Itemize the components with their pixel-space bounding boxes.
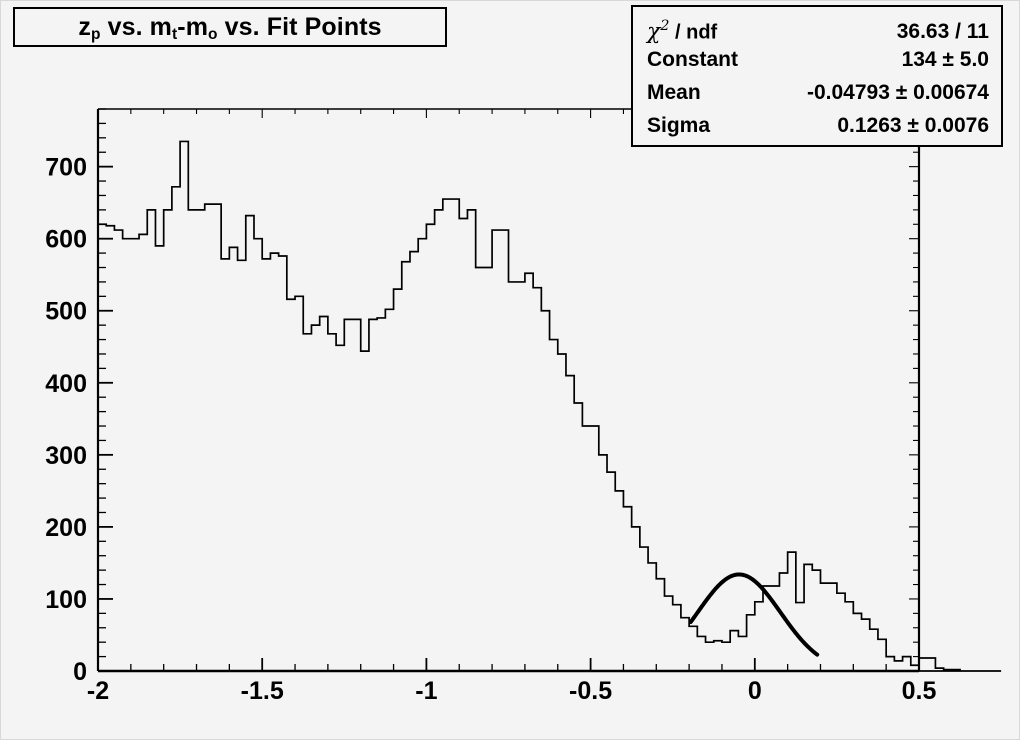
x-tick-label: -1.5: [241, 677, 284, 705]
title-sub-3: o: [208, 26, 218, 44]
y-axis-ticks: [98, 108, 919, 672]
y-tick-label: 500: [45, 298, 87, 326]
y-tick-label: 300: [45, 442, 87, 470]
y-tick-label: 200: [45, 514, 87, 542]
title-part-1: z: [78, 12, 91, 41]
y-tick-label: 0: [73, 658, 87, 686]
chi-exponent: 2: [660, 18, 670, 34]
fit-stats-box: χ2 / ndf 36.63 / 11 Constant 134 ± 5.0 M…: [631, 5, 1003, 147]
stat-label-chi2: χ2 / ndf: [647, 10, 717, 49]
y-tick-label: 400: [45, 370, 87, 398]
x-tick-label: -2: [87, 677, 109, 705]
title-part-4: vs. Fit Points: [217, 12, 382, 41]
stat-label-sigma: Sigma: [647, 114, 711, 137]
chi-glyph: χ: [647, 19, 661, 45]
y-tick-label: 100: [45, 586, 87, 614]
stat-value-chi2: 36.63 / 11: [896, 20, 989, 44]
x-tick-label: -1: [415, 677, 437, 705]
x-tick-label: -0.5: [569, 677, 612, 705]
page-title: zp vs. mt-mo vs. Fit Points: [78, 12, 382, 44]
title-part-3: -m: [177, 12, 209, 41]
stat-label-constant: Constant: [647, 48, 738, 71]
y-tick-label: 700: [45, 154, 87, 182]
stat-value-mean: -0.04793 ± 0.00674: [806, 81, 989, 104]
title-sub-2: t: [172, 26, 178, 44]
title-part-2: vs. m: [100, 12, 173, 41]
stat-value-sigma: 0.1263 ± 0.0076: [837, 114, 989, 137]
title-box: zp vs. mt-mo vs. Fit Points: [13, 7, 447, 47]
stat-value-constant: 134 ± 5.0: [901, 48, 989, 71]
y-tick-label: 600: [45, 226, 87, 254]
stat-row-sigma: Sigma 0.1263 ± 0.0076: [647, 109, 989, 142]
gaussian-fit-curve: [688, 572, 820, 657]
histogram-outline: [98, 140, 1002, 672]
x-axis-ticks: [97, 109, 920, 671]
stat-row-constant: Constant 134 ± 5.0: [647, 43, 989, 76]
x-axis-tick-labels: -2 -1.5 -1 -0.5 0 0.5: [87, 677, 937, 705]
stat-label-mean: Mean: [647, 81, 701, 104]
stat-row-mean: Mean -0.04793 ± 0.00674: [647, 76, 989, 109]
stat-row-chi2: χ2 / ndf 36.63 / 11: [647, 10, 989, 44]
ndf-text: / ndf: [669, 21, 718, 44]
x-tick-label: 0.5: [902, 677, 937, 705]
x-tick-label: 0: [748, 677, 762, 705]
title-sub-1: p: [90, 26, 101, 44]
y-axis-tick-labels: 0 100 200 300 400 500 600 700: [45, 154, 87, 686]
